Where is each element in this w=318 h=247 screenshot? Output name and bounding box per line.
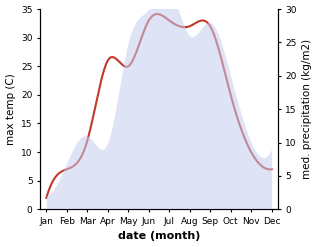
Y-axis label: med. precipitation (kg/m2): med. precipitation (kg/m2) [302, 39, 313, 179]
Y-axis label: max temp (C): max temp (C) [5, 73, 16, 145]
X-axis label: date (month): date (month) [118, 231, 200, 242]
